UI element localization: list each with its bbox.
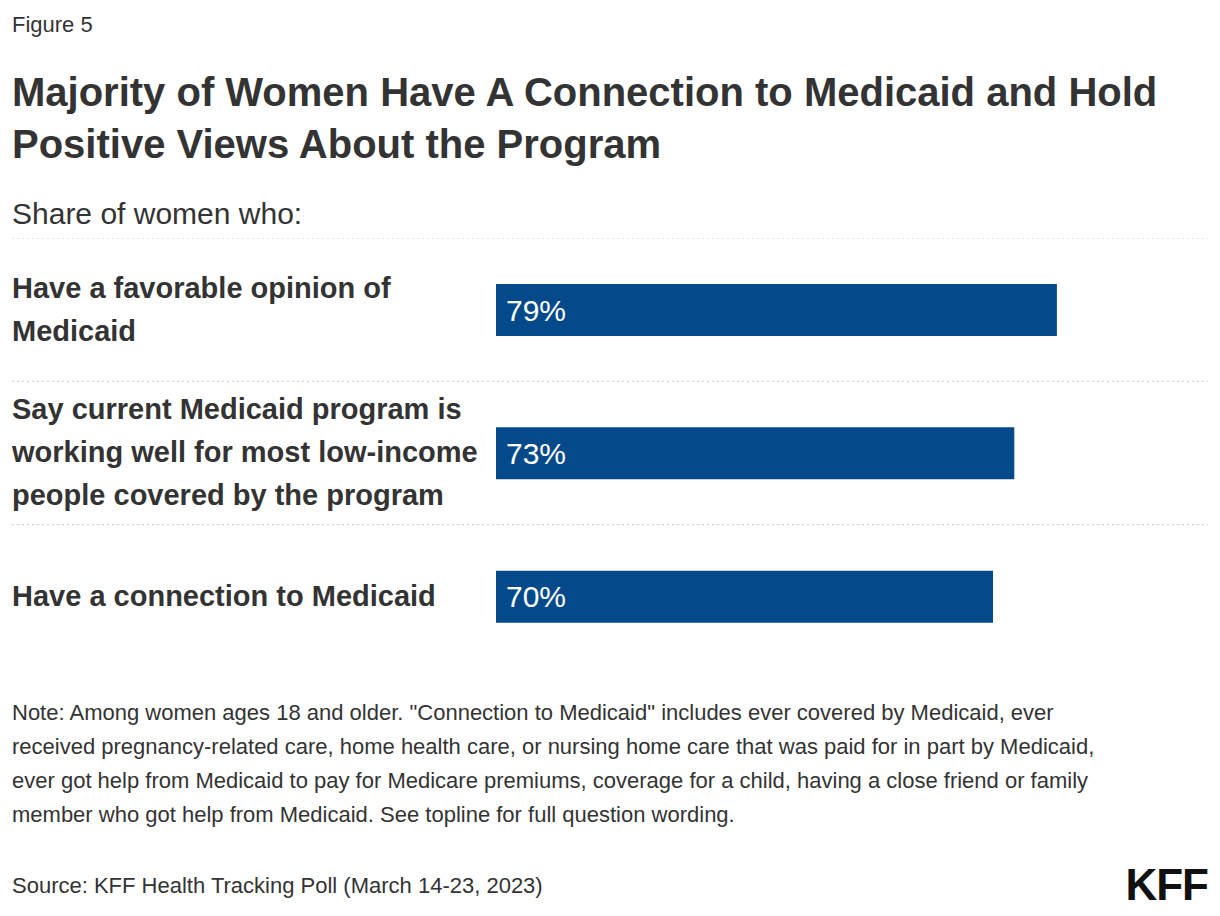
svg-text:73%: 73% [506, 437, 566, 470]
html-text:Have a connection to Medicaid: Have a connection to Medicaid [12, 579, 436, 612]
svg-text:70%: 70% [506, 580, 566, 613]
html-text:Figure 5: Figure 5 [12, 12, 93, 37]
html-text:KFF: KFF [1125, 860, 1208, 909]
html-text:Source: KFF Health Tracking Po: Source: KFF Health Tracking Poll (March … [12, 873, 543, 898]
html-text:Note: Among women ages 18 and: Note: Among women ages 18 and older. "Co… [12, 700, 1095, 827]
html-text:Share of women who:: Share of women who: [12, 197, 303, 230]
svg-text:79%: 79% [506, 294, 566, 327]
html-text:Have a favorable opinion of Me: Have a favorable opinion of Medicaid [12, 271, 391, 347]
html-text:Say current Medicaid program i: Say current Medicaid program is working … [12, 393, 478, 512]
html-text:Majority of Women Have A Conne: Majority of Women Have A Connection to M… [12, 70, 1158, 166]
